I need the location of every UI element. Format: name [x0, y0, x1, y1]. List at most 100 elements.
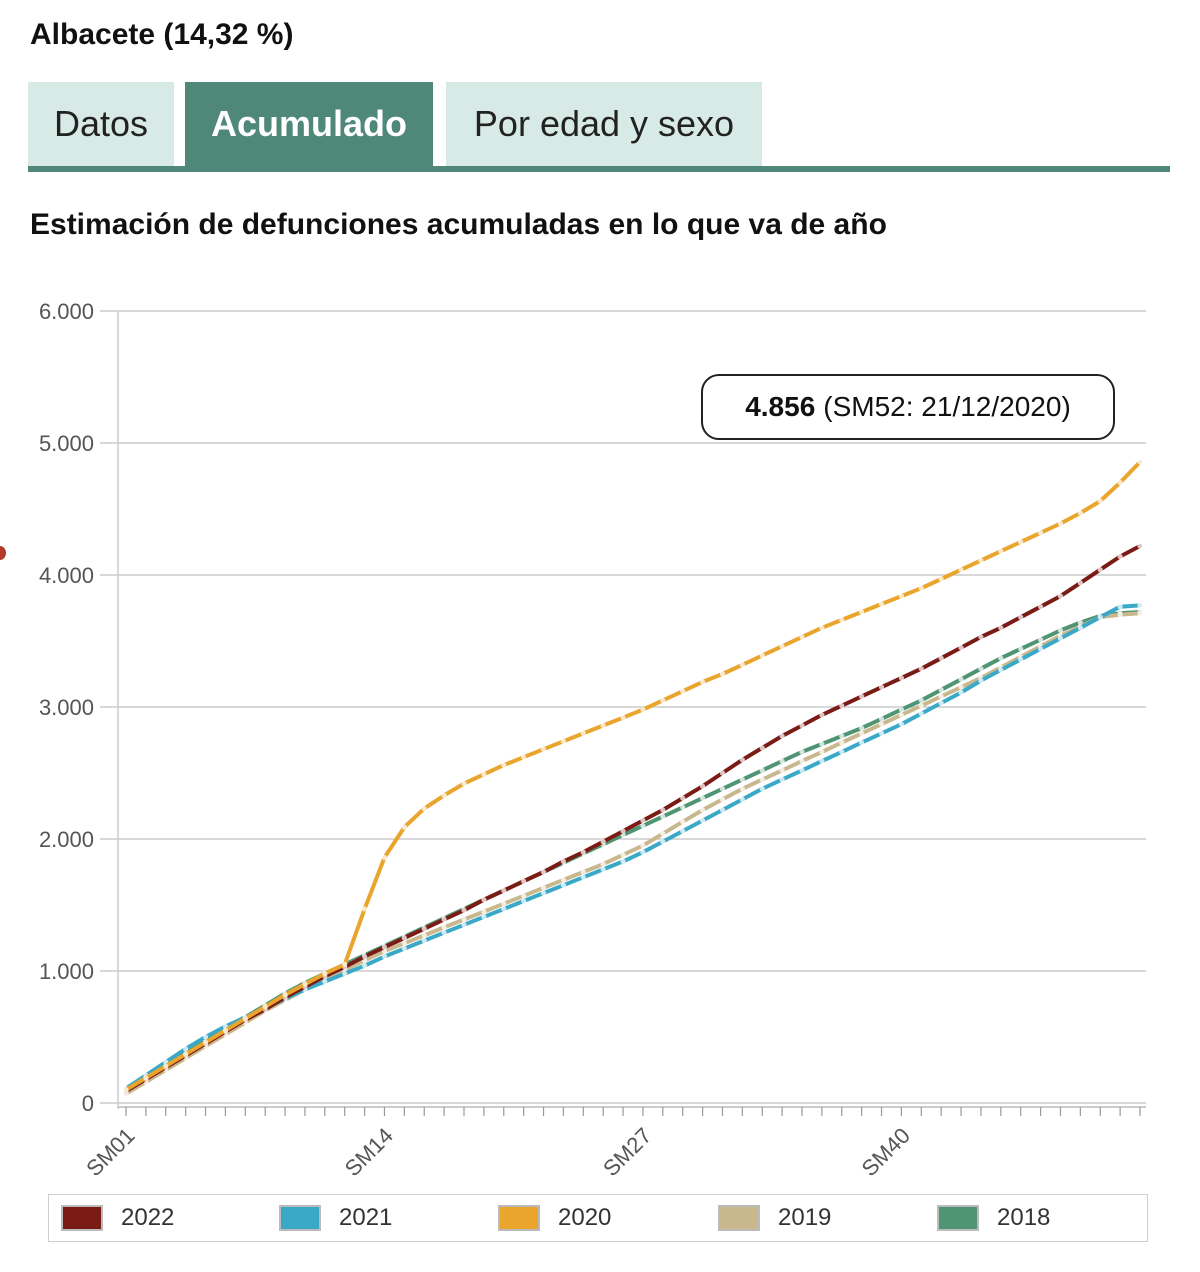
data-point-2018: [958, 676, 964, 682]
data-point-2022: [560, 858, 567, 865]
data-point-2020: [143, 1075, 149, 1081]
data-point-2020: [302, 981, 308, 987]
data-point-2022: [859, 693, 865, 700]
data-point-2022: [699, 783, 706, 789]
data-point-2019: [421, 932, 427, 938]
data-point-2022: [719, 770, 726, 776]
edge-marker: [0, 546, 6, 560]
legend-item-2022[interactable]: 2022: [61, 1195, 174, 1241]
series-line-2022: [124, 544, 1142, 1094]
data-point-2022: [819, 712, 825, 718]
data-point-2021: [401, 945, 407, 952]
data-point-2020: [163, 1063, 169, 1069]
data-point-2020: [580, 730, 586, 737]
data-point-2020: [600, 722, 606, 729]
data-point-2021: [600, 866, 606, 872]
region-title: Albacete (14,32 %): [30, 18, 294, 51]
data-point-2020: [183, 1051, 189, 1057]
data-point-2021: [998, 667, 1004, 673]
data-point-2020: [759, 652, 765, 659]
tab-acumulado-label: Acumulado: [210, 103, 407, 144]
data-point-2022: [521, 878, 527, 884]
data-point-2020: [719, 671, 726, 677]
data-point-2021: [938, 700, 944, 706]
legend-item-2019[interactable]: 2019: [718, 1195, 831, 1241]
data-point-2020: [521, 754, 527, 760]
x-tick-label: SM14: [340, 1123, 398, 1181]
data-point-2018: [938, 687, 944, 693]
data-point-2021: [878, 730, 885, 737]
data-point-2019: [640, 843, 646, 849]
data-point-2021: [560, 882, 567, 888]
data-point-2022: [481, 897, 487, 903]
data-point-2022: [381, 944, 388, 950]
data-point-2018: [660, 813, 666, 820]
data-point-2019: [660, 831, 666, 837]
legend-label-2019: 2019: [778, 1204, 832, 1231]
data-point-2021: [640, 849, 646, 855]
y-tick-label: 2.000: [39, 827, 94, 852]
legend-item-2021[interactable]: 2021: [279, 1195, 392, 1241]
data-point-2020: [799, 634, 805, 640]
y-tick-label: 5.000: [39, 431, 94, 456]
data-point-2021: [819, 758, 825, 764]
data-point-2018: [779, 758, 785, 764]
data-point-2020: [839, 617, 845, 623]
tooltip-value: 4.856: [745, 391, 816, 422]
y-tick-label: 0: [82, 1091, 94, 1116]
data-point-2022: [461, 907, 467, 913]
data-point-2020: [222, 1027, 229, 1033]
tab-por-edad-y-sexo[interactable]: Por edad y sexo: [446, 82, 762, 166]
data-point-2019: [719, 796, 726, 803]
series-line-2020: [124, 460, 1142, 1092]
legend-item-2020[interactable]: 2020: [498, 1195, 611, 1241]
data-point-2021: [1018, 656, 1024, 663]
tab-acumulado[interactable]: Acumulado: [185, 82, 433, 166]
data-point-2020: [918, 585, 924, 591]
data-point-2020: [699, 679, 706, 685]
data-point-2018: [640, 823, 646, 829]
data-point-2018: [759, 767, 765, 773]
data-point-2021: [540, 890, 547, 896]
data-point-2018: [1018, 646, 1024, 652]
data-point-2022: [361, 953, 368, 960]
data-point-2019: [600, 861, 606, 867]
data-point-2021: [699, 817, 706, 824]
data-point-2021: [322, 978, 328, 985]
data-point-2022: [421, 926, 427, 932]
data-point-2019: [918, 703, 924, 709]
data-point-2020: [660, 697, 666, 704]
tab-por-edad-y-sexo-label: Por edad y sexo: [473, 103, 735, 144]
tab-datos[interactable]: Datos: [28, 82, 174, 166]
data-point-2021: [1137, 602, 1143, 608]
data-point-2021: [1037, 646, 1044, 652]
data-point-2022: [1037, 604, 1044, 610]
legend-item-2018[interactable]: 2018: [937, 1195, 1050, 1241]
data-point-2021: [779, 777, 785, 783]
x-tick-label: SM27: [598, 1123, 656, 1181]
series-line-2019: [124, 611, 1142, 1096]
data-point-2022: [839, 703, 845, 709]
data-point-2022: [779, 733, 785, 739]
data-point-2022: [401, 935, 407, 941]
data-point-2020: [1057, 520, 1064, 527]
data-point-2019: [461, 916, 467, 923]
data-point-2022: [620, 828, 626, 834]
chart-tooltip: 4.856 (SM52: 21/12/2020): [701, 374, 1115, 440]
data-point-2022: [918, 666, 924, 672]
chart-legend: 2022 2021 2020 2019 2018: [48, 1194, 1148, 1242]
data-point-2020: [262, 1004, 268, 1010]
legend-label-2018: 2018: [997, 1204, 1051, 1231]
data-point-2019: [799, 758, 805, 764]
data-point-2021: [839, 749, 845, 755]
data-point-2022: [998, 625, 1004, 631]
y-tick-label: 3.000: [39, 695, 94, 720]
data-point-2018: [859, 725, 865, 731]
data-point-2020: [998, 548, 1004, 554]
data-point-2019: [481, 909, 487, 915]
data-point-2018: [680, 804, 686, 810]
data-point-2020: [938, 576, 944, 582]
data-point-2018: [819, 741, 825, 747]
data-point-2019: [540, 885, 547, 891]
data-point-2018: [839, 733, 845, 739]
